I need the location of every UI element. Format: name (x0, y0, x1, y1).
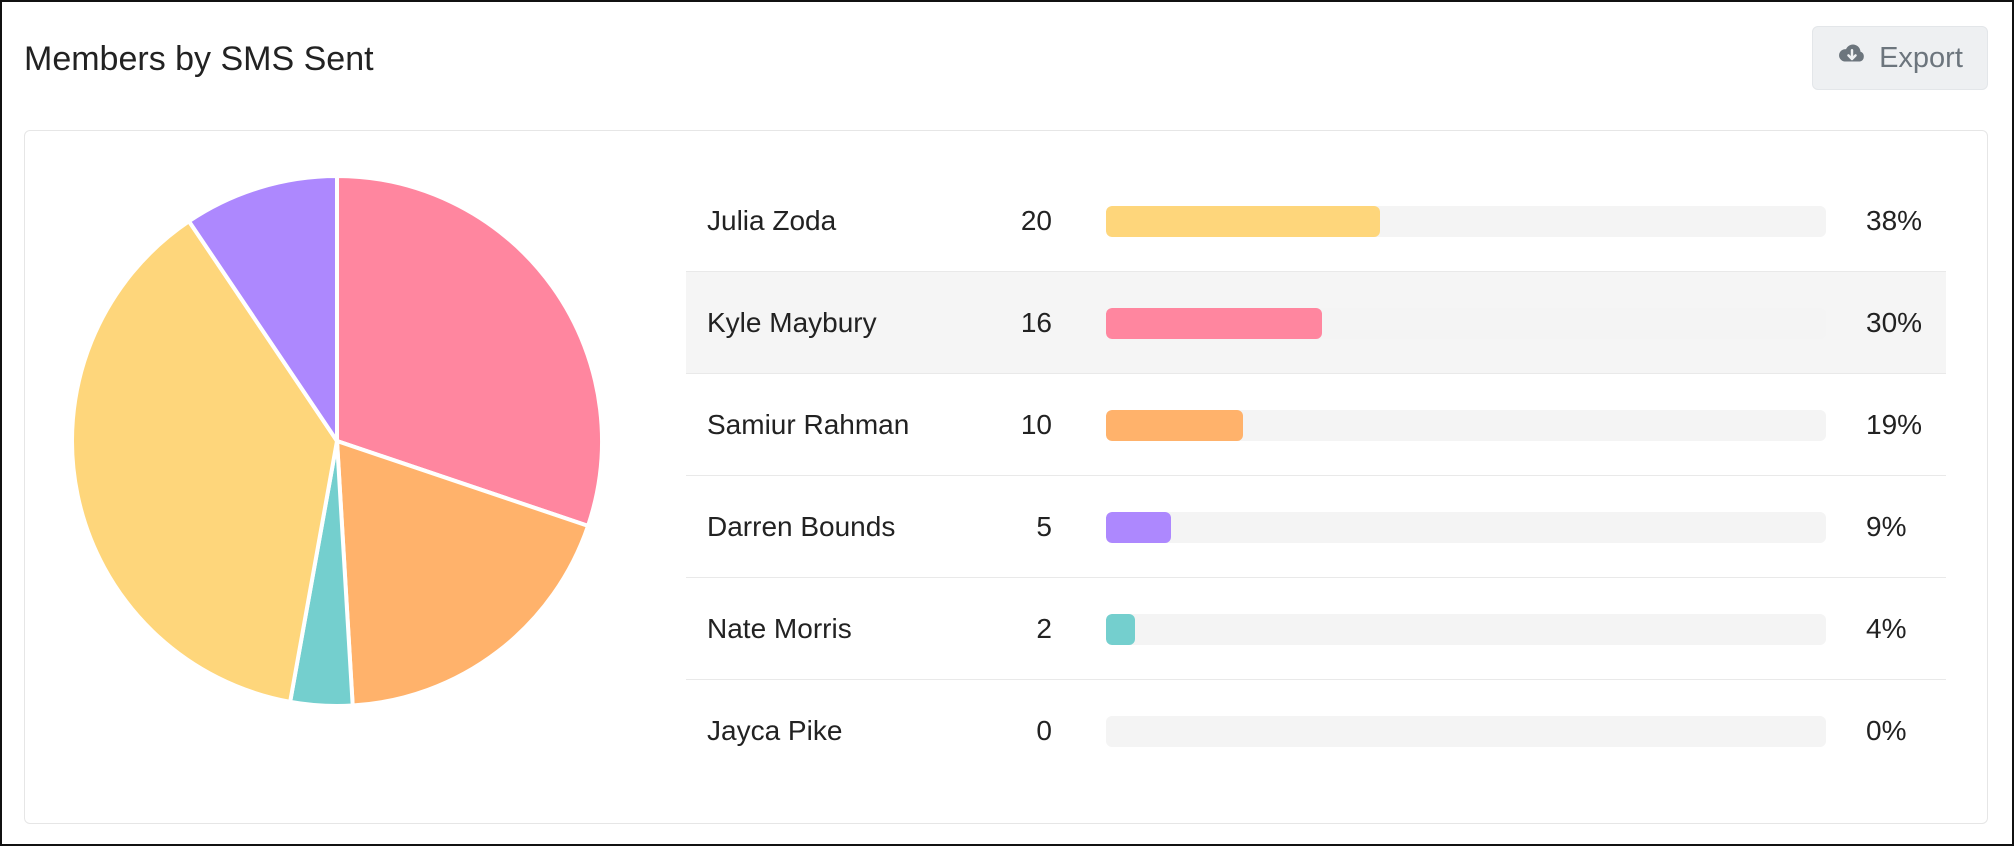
pie-slice-samiur-rahman[interactable] (335, 439, 591, 708)
member-name: Nate Morris (707, 613, 852, 644)
pie-slice-julia-zoda[interactable] (70, 219, 339, 704)
page-title: Members by SMS Sent (24, 40, 374, 78)
progress-track (1106, 206, 1826, 237)
sms-count: 5 (1036, 511, 1052, 542)
list-item[interactable]: Jayca Pike 0 0% (686, 680, 1946, 782)
progress-bar-fill (1106, 410, 1243, 441)
export-button-label: Export (1879, 41, 1963, 74)
pie-slice-kyle-maybury[interactable] (335, 174, 604, 528)
member-list: Julia Zoda 20 38% Kyle Maybury 16 30% Samiur R… (686, 170, 1946, 782)
sms-count: 20 (1020, 205, 1052, 236)
pie-chart (70, 174, 604, 708)
progress-track (1106, 308, 1826, 339)
progress-bar-fill (1106, 308, 1322, 339)
list-item[interactable]: Kyle Maybury 16 30% (686, 272, 1946, 374)
percent-label: 0% (1866, 715, 1907, 746)
cloud-download-icon (1837, 39, 1867, 77)
percent-label: 19% (1866, 409, 1923, 440)
percent-label: 38% (1866, 205, 1923, 236)
pie-slice-darren-bounds[interactable] (186, 174, 339, 443)
member-name: Samiur Rahman (707, 409, 910, 440)
sms-count: 2 (1036, 613, 1052, 644)
sms-count: 0 (1036, 715, 1052, 746)
percent-label: 9% (1866, 511, 1907, 542)
progress-track (1106, 716, 1826, 747)
progress-bar-fill (1106, 512, 1171, 543)
member-name: Kyle Maybury (707, 307, 877, 338)
progress-bar-fill (1106, 614, 1135, 645)
progress-track (1106, 512, 1826, 543)
export-button[interactable]: Export (1812, 26, 1988, 90)
percent-label: 30% (1866, 307, 1923, 338)
member-name: Jayca Pike (707, 715, 843, 746)
progress-bar-fill (1106, 206, 1380, 237)
sms-count: 16 (1020, 307, 1052, 338)
member-name: Darren Bounds (707, 511, 896, 542)
percent-label: 4% (1866, 613, 1907, 644)
progress-track (1106, 410, 1826, 441)
list-item[interactable]: Julia Zoda 20 38% (686, 170, 1946, 272)
list-item[interactable]: Darren Bounds 5 9% (686, 476, 1946, 578)
sms-count: 10 (1020, 409, 1052, 440)
list-item[interactable]: Samiur Rahman 10 19% (686, 374, 1946, 476)
progress-track (1106, 614, 1826, 645)
list-item[interactable]: Nate Morris 2 4% (686, 578, 1946, 680)
member-name: Julia Zoda (707, 205, 837, 236)
